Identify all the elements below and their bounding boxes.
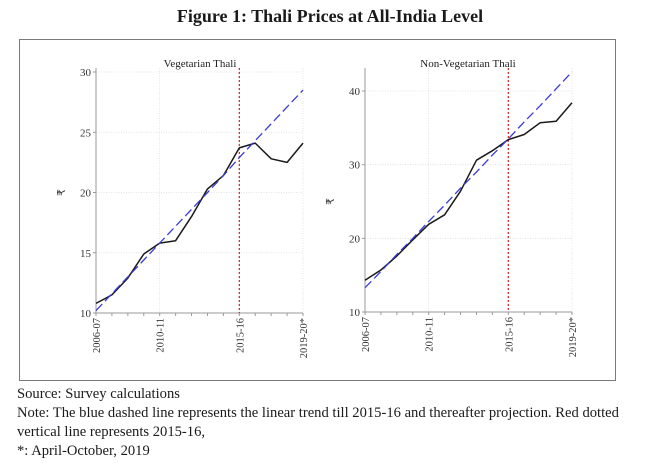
trend-line: [95, 89, 304, 312]
x-tick-label: 2006-07: [361, 317, 372, 352]
y-tick-label: 15: [80, 248, 92, 260]
x-tick-label: 2015-16: [504, 317, 515, 352]
y-tick-label: 20: [80, 188, 92, 200]
y-tick-label: 40: [349, 86, 361, 98]
figure-title: Figure 1: Thali Prices at All-India Leve…: [176, 6, 484, 26]
actual-price-line: [95, 142, 304, 305]
x-tick-label: 2019-20*: [568, 317, 579, 357]
panel-title: Non-Vegetarian Thali: [420, 58, 515, 70]
panel-non-vegetarian-thali: 10 20 30 40 2006-07 2010-11 2015-16 2019-20* ₹ No…: [324, 58, 579, 357]
x-tick-label: 2015-16: [235, 318, 246, 353]
trend-line: [364, 71, 573, 289]
x-tick-label: 2019-20*: [299, 318, 310, 358]
note-text: Note: The blue dashed line represents th…: [17, 405, 619, 440]
x-tick-label: 2006-07: [92, 318, 103, 353]
panel-title: Vegetarian Thali: [164, 58, 237, 70]
footnote-text: *: April-October, 2019: [17, 443, 150, 459]
source-text: Source: Survey calculations: [17, 386, 180, 402]
y-tick-label: 20: [349, 233, 361, 245]
y-axis-label: ₹: [324, 198, 337, 205]
y-axis-label: ₹: [55, 189, 68, 196]
figure-frame: [19, 39, 616, 381]
x-tick-label: 2010-11: [156, 318, 167, 353]
y-tick-label: 30: [349, 160, 361, 172]
figure-footer: Source: Survey calculations Note: The bl…: [17, 385, 637, 461]
actual-price-line: [364, 102, 573, 281]
y-tick-label: 25: [80, 127, 92, 139]
y-tick-label: 30: [80, 67, 92, 79]
y-tick-label: 10: [80, 308, 92, 320]
x-tick-label: 2010-11: [425, 317, 436, 352]
y-tick-label: 10: [349, 307, 361, 319]
panel-vegetarian-thali: 10 15 20 25 30 2006-07 2010-11 2015-16 2019-20* ₹…: [55, 58, 310, 358]
